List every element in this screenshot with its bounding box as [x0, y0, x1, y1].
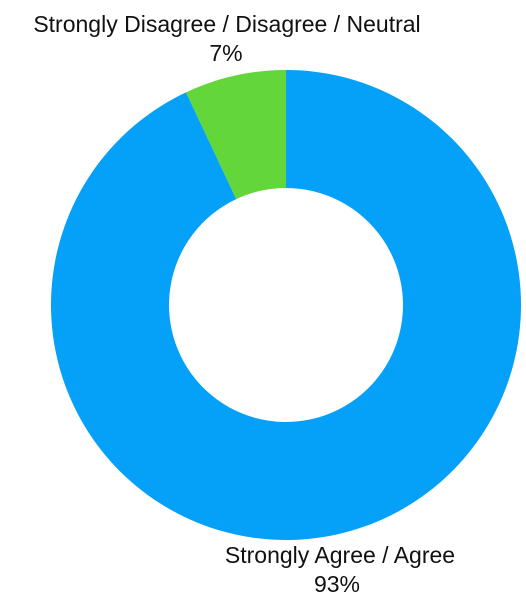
- slice-agree: [50, 70, 521, 540]
- slice-label-disagree-neutral: Strongly Disagree / Disagree / Neutral: [33, 11, 420, 37]
- slice-value-label-disagree-neutral: 7%: [209, 40, 242, 66]
- slice-label-agree: Strongly Agree / Agree: [225, 542, 455, 568]
- slice-value-label-agree: 93%: [314, 571, 360, 597]
- chart-slices: [50, 70, 521, 540]
- slice-disagree-neutral: [185, 70, 286, 200]
